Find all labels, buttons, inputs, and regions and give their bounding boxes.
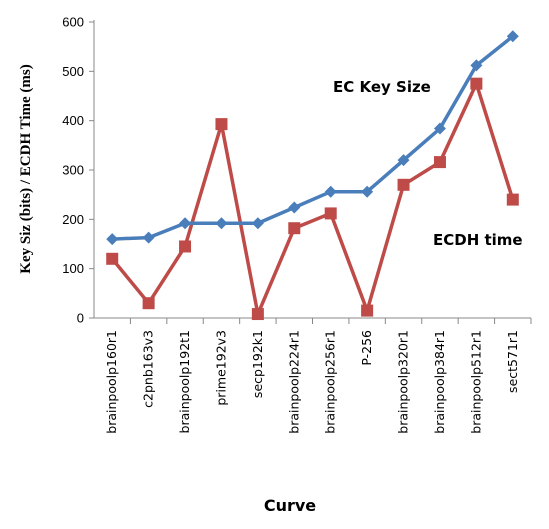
point-ec-key-size [179,217,192,230]
point-ecdh-time [142,297,155,310]
point-ecdh-time [251,308,264,321]
axes: 0 100 200 300 400 500 600 brainpoolp160r1 c2pnb… [62,15,532,434]
y-tick-label: 600 [62,15,84,30]
y-ticks: 0 100 200 300 400 500 600 [62,15,94,326]
point-ecdh-time [397,178,410,191]
point-ecdh-time [288,222,301,235]
point-ec-key-size [470,59,483,72]
point-ecdh-time [433,156,446,169]
point-ecdh-time [106,252,119,265]
point-ec-key-size [361,185,374,198]
x-tick-label: prime192v3 [213,330,228,406]
x-tick-label: brainpoolp320r1 [396,330,411,434]
point-ec-key-size [288,201,301,214]
point-ecdh-time [179,240,192,253]
x-tick-label: c2pnb163v3 [141,330,156,408]
x-tick-label: brainpoolp192t1 [177,330,192,433]
point-ec-key-size [106,233,119,246]
point-ecdh-time [361,304,374,317]
x-tick-label: brainpoolp384r1 [432,330,447,434]
x-tick-label: secp192k1 [250,330,265,398]
point-ec-key-size [324,185,337,198]
x-tick-label: brainpoolp224r1 [286,330,301,434]
series-line-ec-key-size [112,34,514,241]
y-tick-label: 500 [62,64,84,79]
point-ec-key-size [506,30,519,43]
y-tick-label: 300 [62,163,84,178]
point-ec-key-size [251,217,264,230]
y-tick-label: 200 [62,212,84,227]
x-tick-label: P-256 [359,330,374,366]
series-layer [106,30,519,321]
point-ecdh-time [324,207,337,220]
point-ecdh-time [215,118,228,131]
point-ec-key-size [142,231,155,244]
point-ec-key-size [215,217,228,230]
point-ecdh-time [470,77,483,90]
x-tick-label: sect571r1 [505,330,520,393]
point-ec-key-size [397,154,410,167]
x-ticks: brainpoolp160r1 c2pnb163v3 brainpoolp192t1… [104,318,532,434]
series-line-ecdh-time [110,81,515,316]
y-axis-label: Key Siz (bits) / ECDH Time (ms) [18,64,34,273]
x-tick-label: brainpoolp256r1 [323,330,338,434]
x-tick-label: brainpoolp160r1 [104,330,119,434]
y-tick-label: 0 [77,311,84,326]
series-label-ec-key-size: EC Key Size [333,78,431,96]
y-tick-label: 100 [62,261,84,276]
series-label-ecdh-time: ECDH time [433,231,523,249]
y-tick-label: 400 [62,113,84,128]
point-ec-key-size [433,122,446,135]
x-axis-label: Curve [264,496,316,515]
x-tick-label: brainpoolp512r1 [468,330,483,434]
point-ecdh-time [506,193,519,206]
